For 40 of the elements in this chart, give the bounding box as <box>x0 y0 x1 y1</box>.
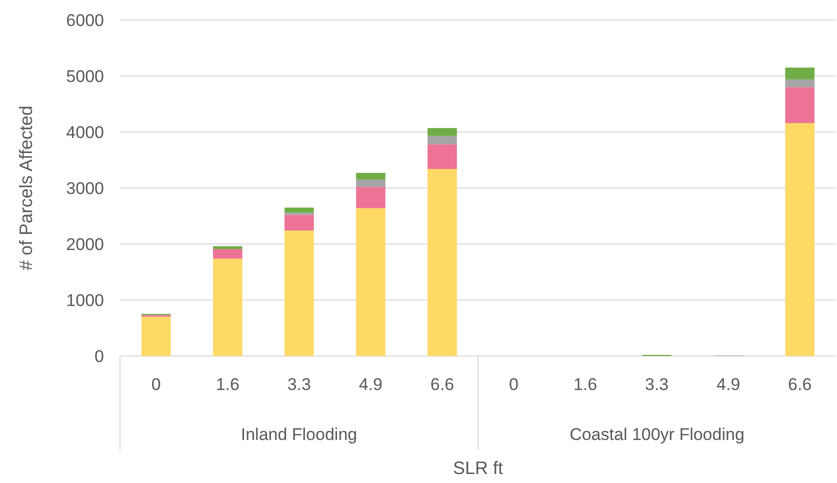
bar <box>785 68 815 80</box>
bar <box>428 168 457 356</box>
y-tick-label: 0 <box>94 346 104 366</box>
y-tick-label: 5000 <box>66 66 104 86</box>
x-tick-label: 1.6 <box>573 375 598 394</box>
bar <box>212 249 242 259</box>
bar <box>356 172 386 180</box>
bar <box>785 87 815 124</box>
x-tick-label: 6.6 <box>788 375 812 394</box>
bar <box>356 186 386 208</box>
x-tick-label: 0 <box>151 375 161 394</box>
bar <box>785 123 815 356</box>
bar <box>785 79 815 88</box>
y-tick-label: 6000 <box>66 10 104 30</box>
bar <box>212 246 242 250</box>
x-axis-title: SLR ft <box>452 458 504 478</box>
x-tick-label: 6.6 <box>430 375 454 394</box>
bar <box>284 214 314 231</box>
x-tick-label: 0 <box>509 375 518 394</box>
bar <box>284 230 314 356</box>
bar <box>356 208 386 356</box>
x-tick-label: 3.3 <box>645 375 669 394</box>
bar <box>428 128 457 136</box>
y-tick-label: 3000 <box>66 178 104 198</box>
y-tick-label: 1000 <box>66 290 104 310</box>
x-tick-label: 1.6 <box>216 375 240 394</box>
bar <box>284 208 314 213</box>
bar <box>356 180 386 187</box>
x-tick-label: 3.3 <box>287 375 311 394</box>
x-tick-label: 4.9 <box>358 375 383 394</box>
text: Inland Flooding <box>240 425 358 444</box>
x-tick-label: 4.9 <box>716 375 740 394</box>
bar <box>428 144 457 169</box>
bar <box>141 316 171 356</box>
text: Coastal 100yr Flooding <box>570 425 744 444</box>
bar <box>428 136 457 144</box>
y-tick-label: 2000 <box>66 234 104 254</box>
bar <box>212 258 242 356</box>
y-tick-label: 4000 <box>66 122 104 142</box>
y-axis-title: # of Parcels Affected <box>16 106 36 270</box>
